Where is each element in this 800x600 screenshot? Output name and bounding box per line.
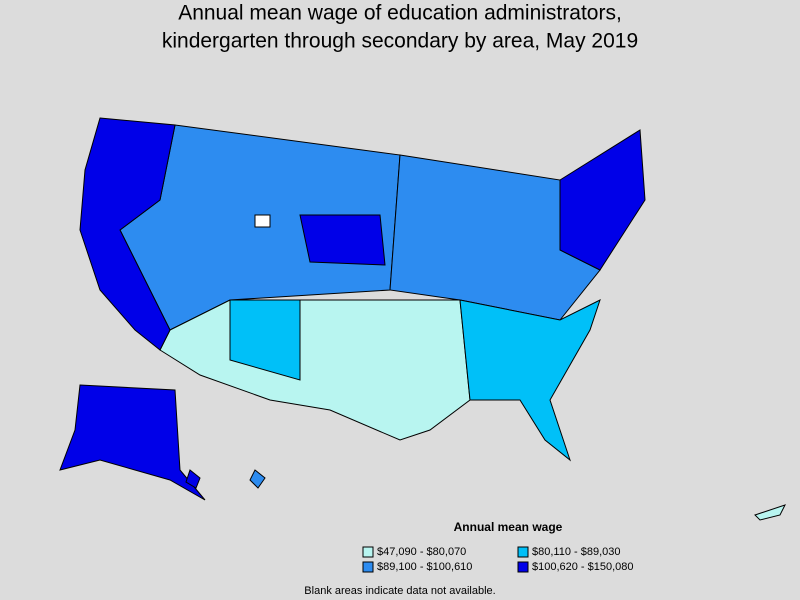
blank-area [254,214,271,228]
legend: $47,090 - $80,070 $80,110 - $89,030 $89,10… [362,546,634,573]
legend-title: Annual mean wage [454,520,563,534]
legend-swatch [517,546,529,558]
title-line: Annual mean wage of education administra… [178,2,622,25]
region [754,504,786,521]
legend-swatch [362,546,374,558]
map [59,117,786,521]
legend-label: $89,100 - $100,610 [377,561,472,573]
legend-label: $100,620 - $150,080 [532,561,634,573]
region [185,469,201,489]
region [79,117,176,351]
region [229,299,301,381]
region [559,129,646,271]
legend-swatch [517,561,529,573]
title-line: kindergarten through secondary by area, … [162,30,638,53]
region [459,299,601,462]
legend-label: $80,110 - $89,030 [532,546,620,558]
legend-label: $47,090 - $80,070 [377,546,466,558]
footnote: Blank areas indicate data not available. [304,585,495,597]
region [59,384,206,501]
region [249,469,266,489]
region [299,214,386,266]
legend-swatch [362,561,374,573]
